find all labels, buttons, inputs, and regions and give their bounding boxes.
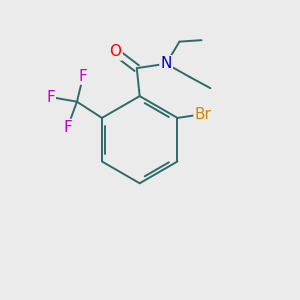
Text: F: F — [46, 90, 55, 105]
Text: F: F — [78, 69, 87, 84]
Text: Br: Br — [195, 107, 212, 122]
Text: N: N — [160, 56, 172, 71]
Text: F: F — [64, 120, 73, 135]
Text: O: O — [110, 44, 122, 59]
